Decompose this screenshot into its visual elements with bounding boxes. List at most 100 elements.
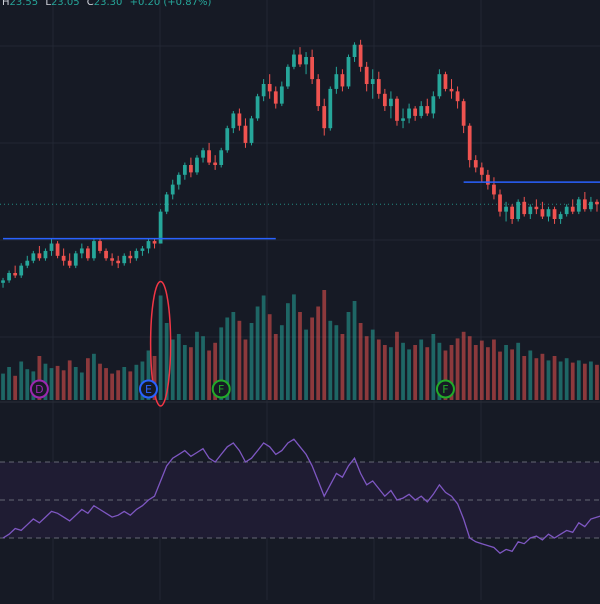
candle-body — [164, 194, 169, 212]
candle-body — [292, 54, 296, 67]
volume-bar — [86, 358, 90, 400]
marker-letter: E — [145, 383, 152, 396]
candle-body — [376, 79, 381, 94]
candle-body — [352, 44, 357, 57]
candle-body — [213, 162, 218, 165]
volume-bar — [92, 353, 96, 400]
rsi-pane — [0, 438, 600, 555]
marker-letter: D — [35, 383, 43, 396]
volume-bar — [419, 339, 424, 400]
volume-bar — [255, 306, 260, 400]
candle-body — [79, 248, 84, 254]
high-key: H — [2, 0, 10, 8]
candle-body — [195, 157, 199, 173]
volume-bar — [213, 342, 218, 400]
volume-bar — [413, 345, 418, 400]
marker-dividend[interactable]: D — [29, 379, 49, 399]
candle-body — [340, 74, 345, 87]
candle-body — [582, 199, 587, 210]
candle-body — [243, 125, 248, 143]
candle-body — [419, 106, 424, 116]
candle-body — [322, 106, 327, 129]
volume-bar — [231, 312, 236, 400]
volume-bar — [243, 339, 248, 400]
candle-body — [19, 265, 24, 276]
volume-bar — [122, 367, 127, 400]
volume-bar — [582, 363, 587, 400]
candle-body — [395, 98, 399, 121]
volume-bar — [128, 371, 133, 400]
candle-body — [273, 91, 278, 104]
level-lines — [3, 181, 600, 240]
candle-body — [170, 184, 175, 195]
volume-bar — [449, 345, 454, 400]
marker-financials[interactable]: F — [435, 379, 455, 399]
volume-bar — [455, 338, 460, 400]
candle-body — [1, 280, 5, 283]
candle-body — [540, 209, 545, 217]
candle-body — [201, 150, 205, 158]
candle-body — [479, 167, 484, 175]
volume-bar — [116, 370, 121, 400]
candle-body — [61, 255, 66, 261]
volume-bar — [376, 339, 381, 400]
volume-bar — [443, 350, 448, 400]
candle-body — [92, 241, 96, 259]
volume-bar — [110, 373, 114, 400]
volume-bar — [176, 334, 181, 400]
marker-earnings[interactable]: E — [138, 379, 158, 399]
candle-body — [279, 86, 284, 104]
marker-financials[interactable]: F — [211, 379, 231, 399]
volume-bar — [382, 345, 387, 400]
candle-body — [86, 248, 90, 259]
candle-body — [37, 253, 42, 259]
candle-body — [516, 201, 521, 219]
volume-bar — [98, 363, 102, 400]
volume-bar — [486, 347, 490, 400]
volume-bar — [461, 331, 466, 400]
volume-bar — [352, 301, 357, 400]
candle-body — [528, 206, 533, 215]
volume-bar — [370, 329, 375, 400]
candle-body — [134, 250, 139, 259]
volume-bar — [19, 361, 24, 400]
volume-bar — [595, 364, 599, 400]
volume-bar — [207, 350, 211, 400]
low-value: 23.05 — [50, 0, 80, 8]
candle-body — [182, 165, 187, 175]
candle-body — [431, 96, 436, 114]
volume-bar — [570, 362, 575, 400]
marker-letter: F — [218, 383, 224, 396]
volume-bar — [401, 342, 405, 400]
ohlc-legend: H23.55 L23.05 C23.30 +0.20 (+0.87%) — [2, 0, 215, 8]
volume-bar — [346, 312, 351, 400]
candle-body — [304, 57, 308, 65]
candle-body — [401, 118, 405, 121]
volume-bar — [340, 334, 345, 400]
volume-bar — [1, 373, 5, 400]
candle-body — [13, 273, 18, 276]
volume-bar — [425, 347, 430, 400]
candle-body — [486, 174, 490, 185]
candle-body — [443, 74, 448, 89]
candle-body — [358, 44, 363, 67]
candle-body — [522, 201, 527, 215]
volume-bar — [358, 323, 363, 400]
volume-bar — [407, 349, 411, 400]
marker-letter: F — [442, 383, 448, 396]
highlight-ellipse — [149, 280, 172, 407]
volume-bar — [316, 306, 321, 400]
volume-bar — [164, 323, 169, 400]
candle-body — [98, 241, 102, 251]
volume-bar — [589, 361, 593, 400]
volume-bar — [219, 327, 224, 400]
volume-bar — [79, 372, 84, 400]
candle-body — [122, 255, 127, 264]
volume-bar — [158, 295, 163, 400]
volume-bar — [261, 295, 266, 400]
candle-body — [455, 91, 460, 102]
candle-body — [7, 273, 11, 281]
